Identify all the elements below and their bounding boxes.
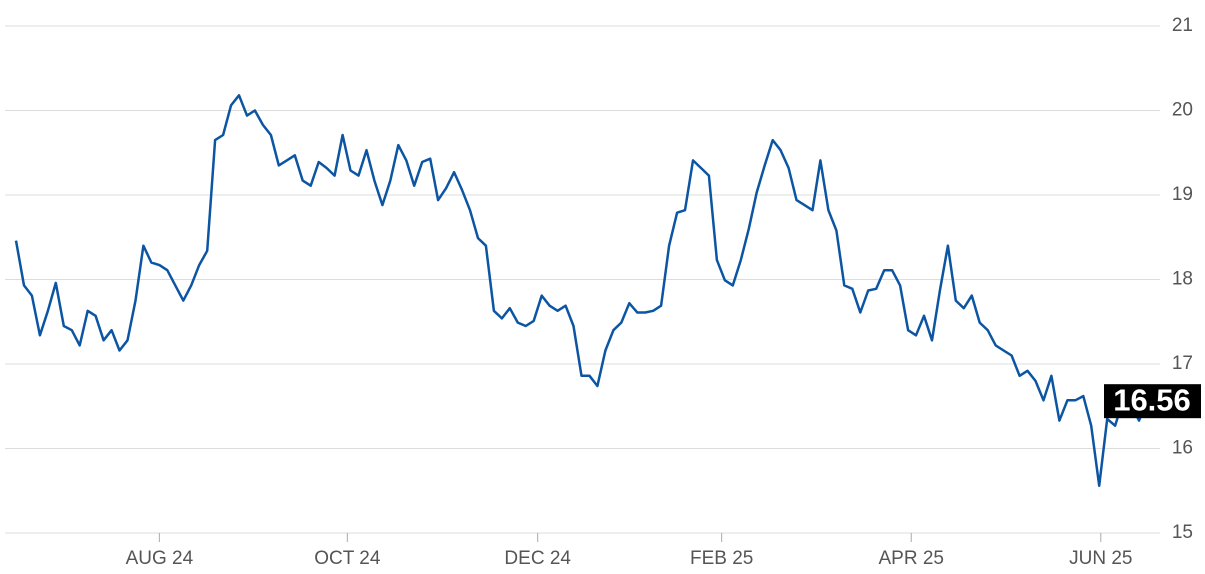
y-tick-label: 17 bbox=[1172, 353, 1193, 374]
last-value-badge bbox=[1104, 384, 1201, 419]
price-line bbox=[14, 94, 1149, 487]
x-tick-label: DEC 24 bbox=[504, 548, 571, 569]
x-tick-label: JUN 25 bbox=[1069, 548, 1132, 569]
y-tick-label: 20 bbox=[1172, 100, 1193, 121]
y-tick-label: 18 bbox=[1172, 269, 1193, 290]
y-tick-label: 15 bbox=[1172, 522, 1193, 543]
last-value-label: 16.56 bbox=[1113, 382, 1191, 417]
y-tick-label: 19 bbox=[1172, 184, 1193, 205]
y-tick-label: 21 bbox=[1172, 15, 1193, 36]
x-tick-label: FEB 25 bbox=[690, 548, 753, 569]
x-tick-label: APR 25 bbox=[879, 548, 944, 569]
x-tick-label: OCT 24 bbox=[314, 548, 381, 569]
x-tick-label: AUG 24 bbox=[126, 548, 194, 569]
y-tick-label: 16 bbox=[1172, 438, 1193, 459]
